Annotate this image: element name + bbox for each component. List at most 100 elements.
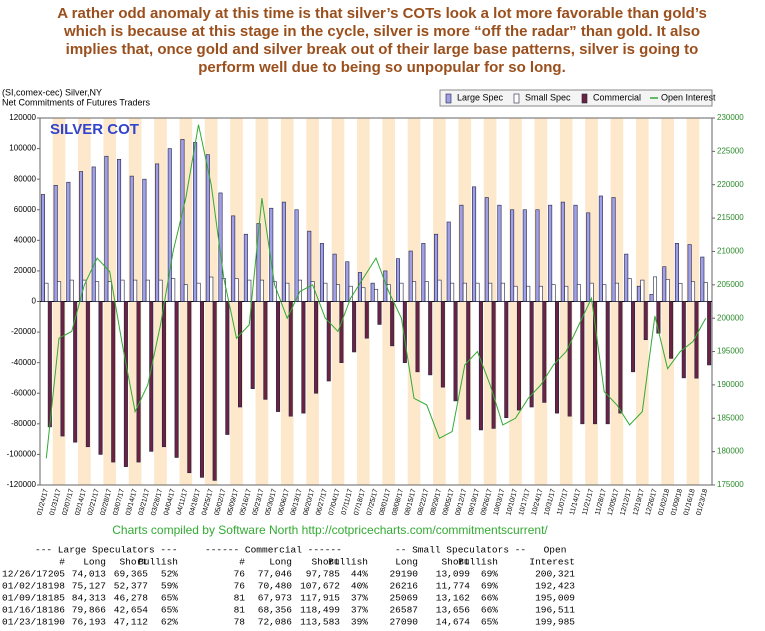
table-cell: 69,365 xyxy=(114,569,149,580)
bar xyxy=(522,209,527,302)
bar xyxy=(218,192,223,302)
bar xyxy=(180,139,185,302)
bar xyxy=(167,148,172,302)
bar xyxy=(707,301,712,366)
table-cell: 66% xyxy=(481,593,498,604)
bar xyxy=(361,287,366,302)
bar xyxy=(614,282,619,302)
headline: A rather odd anomaly at this time is tha… xyxy=(57,5,707,22)
column-header: Short xyxy=(441,557,470,568)
table-cell: 01/09/18 xyxy=(2,593,48,604)
bar xyxy=(263,301,268,400)
table-cell: 01/16/18 xyxy=(2,605,48,616)
table-cell: 118,499 xyxy=(300,605,340,616)
y2-tick-label: 220000 xyxy=(717,180,744,189)
bar xyxy=(399,282,404,302)
table-cell: 40% xyxy=(351,581,368,592)
bar xyxy=(193,142,198,302)
table-cell: 42,654 xyxy=(114,605,149,616)
table-cell: 13,656 xyxy=(436,605,471,616)
bar xyxy=(434,233,439,302)
bar xyxy=(703,282,708,302)
bar xyxy=(618,301,623,414)
y-tick-label: 100000 xyxy=(9,144,36,153)
bar xyxy=(53,184,58,302)
table-cell: 01/02/18 xyxy=(2,581,48,592)
table: --- Large Speculators --- ------ Commerci… xyxy=(2,545,575,628)
bar xyxy=(374,288,379,302)
bar xyxy=(155,163,160,302)
bar xyxy=(516,301,521,411)
table-cell: 113,583 xyxy=(300,617,340,628)
bar xyxy=(370,282,375,302)
table-cell: 78 xyxy=(234,617,246,628)
table-cell: 198 xyxy=(48,581,65,592)
bar xyxy=(500,282,505,302)
group-header: ------ Commercial ------ xyxy=(205,545,342,556)
table-cell: 62% xyxy=(161,617,178,628)
bar xyxy=(171,278,176,302)
bar xyxy=(669,301,674,359)
column-header: Short xyxy=(119,557,148,568)
y2-tick-label: 215000 xyxy=(717,213,744,222)
bar xyxy=(73,301,78,443)
bar xyxy=(129,175,134,302)
bar xyxy=(510,209,515,302)
column-header: Bullish xyxy=(138,557,178,568)
y-tick-label: -40000 xyxy=(11,358,36,367)
open-interest-line xyxy=(45,124,707,459)
bar xyxy=(687,244,692,302)
table-cell: 01/23/18 xyxy=(2,617,48,628)
table-cell: 26216 xyxy=(389,581,418,592)
bar xyxy=(319,243,324,302)
table-cell: 77,046 xyxy=(258,569,293,580)
y2-tick-label: 230000 xyxy=(717,113,744,122)
bar xyxy=(459,204,464,302)
bar xyxy=(691,281,696,302)
column-header: Bullish xyxy=(458,557,498,568)
bar xyxy=(636,285,641,302)
bar xyxy=(47,301,52,428)
bar xyxy=(231,215,236,302)
column-header: Long xyxy=(395,557,418,568)
bar xyxy=(60,301,65,437)
bar xyxy=(602,284,607,302)
table-cell: 117,915 xyxy=(300,593,340,604)
bar xyxy=(314,301,319,394)
bar xyxy=(428,301,433,376)
bar xyxy=(640,279,645,302)
bar xyxy=(576,284,581,302)
bar xyxy=(475,282,480,302)
bar xyxy=(446,221,451,302)
bar xyxy=(415,301,420,373)
bar xyxy=(301,301,306,414)
table-cell: 26587 xyxy=(389,605,418,616)
bar xyxy=(453,301,458,402)
bar xyxy=(440,301,445,388)
bar xyxy=(326,301,331,382)
table-cell: 52% xyxy=(161,569,178,580)
bar xyxy=(40,194,45,302)
column-header: Interest xyxy=(529,557,575,568)
group-header: -- Small Speculators -- xyxy=(395,545,526,556)
headline: implies that, once gold and silver break… xyxy=(66,41,699,58)
table-cell: 66% xyxy=(481,605,498,616)
table-cell: 67,973 xyxy=(258,593,293,604)
bar xyxy=(85,301,90,448)
bar xyxy=(250,301,255,389)
bar xyxy=(69,279,74,302)
table-cell: 65% xyxy=(161,593,178,604)
table-cell: 69% xyxy=(481,569,498,580)
bar xyxy=(593,301,598,425)
subtitle: Net Commitments of Futures Traders xyxy=(2,97,151,107)
table-cell: 65% xyxy=(481,617,498,628)
symbol: (SI,comex-cec) Silver,NY xyxy=(2,87,102,97)
bar xyxy=(345,261,350,302)
table-cell: 37% xyxy=(351,593,368,604)
bar xyxy=(535,209,540,302)
bar xyxy=(288,301,293,417)
table-cell: 76,193 xyxy=(72,617,107,628)
table-cell: 25069 xyxy=(389,593,418,604)
bar xyxy=(247,279,252,302)
legend-label: Large Spec xyxy=(457,92,504,102)
